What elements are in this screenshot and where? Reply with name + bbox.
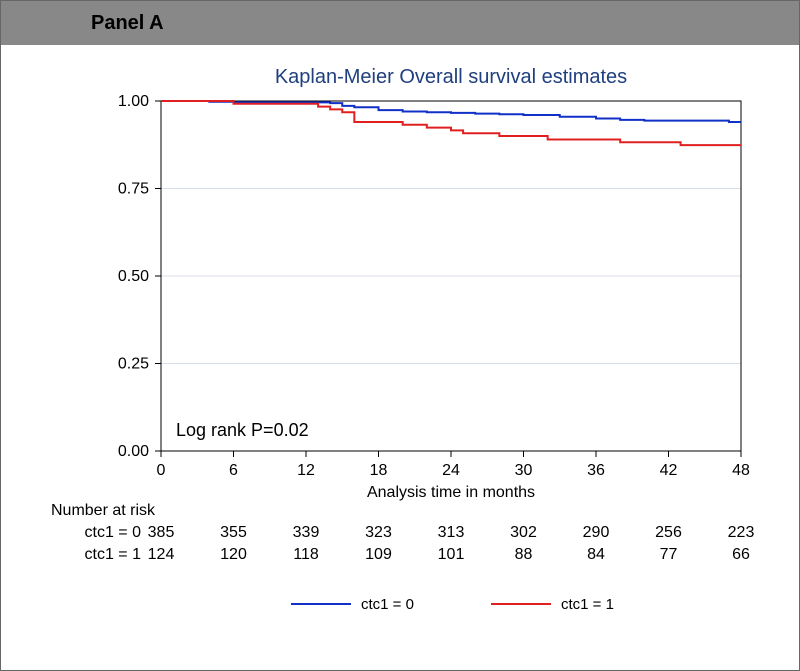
x-tick-label: 0 [157,462,166,479]
risk-row-label: ctc1 = 1 [85,546,142,563]
x-tick-label: 42 [660,462,678,479]
chart-area: 0.00 0.25 0.50 0.75 1.00 0 6 12 18 24 30 36 42 48 Anal… [41,51,761,661]
risk-value: 355 [220,524,247,541]
x-tick-label: 24 [442,462,460,479]
risk-value: 77 [660,546,678,563]
chart-title: Kaplan-Meier Overall survival estimates [275,66,627,88]
risk-value: 84 [587,546,605,563]
risk-value: 88 [515,546,533,563]
legend-label: ctc1 = 1 [561,596,614,613]
y-tick-label: 1.00 [118,93,149,110]
risk-value: 339 [293,524,320,541]
risk-value: 120 [220,546,247,563]
risk-value: 385 [148,524,175,541]
risk-value: 101 [438,546,465,563]
x-tick-label: 6 [229,462,238,479]
risk-row-label: ctc1 = 0 [85,524,142,541]
y-tick-label: 0.25 [118,356,149,373]
risk-value: 302 [510,524,537,541]
risk-value: 109 [365,546,392,563]
risk-value: 290 [583,524,610,541]
risk-value: 256 [655,524,682,541]
panel-header-bar: Panel A [1,1,799,45]
figure-frame: Panel A 0.00 0.25 0.50 0.75 1.00 0 6 12 18 24 30 36… [0,0,800,671]
y-tick-label: 0.50 [118,268,149,285]
legend-label: ctc1 = 0 [361,596,414,613]
x-axis-label: Analysis time in months [367,484,535,501]
risk-value: 124 [148,546,175,563]
x-tick-label: 18 [370,462,388,479]
x-tick-label: 30 [515,462,533,479]
risk-header: Number at risk [51,502,156,519]
risk-value: 66 [732,546,750,563]
panel-label: Panel A [91,12,164,35]
risk-value: 313 [438,524,465,541]
km-chart-svg: 0.00 0.25 0.50 0.75 1.00 0 6 12 18 24 30 36 42 48 Anal… [41,51,761,661]
risk-value: 323 [365,524,392,541]
y-tick-label: 0.75 [118,181,149,198]
x-tick-label: 12 [297,462,315,479]
y-tick-label: 0.00 [118,443,149,460]
risk-value: 223 [728,524,755,541]
x-tick-label: 36 [587,462,605,479]
risk-value: 118 [293,546,319,563]
x-tick-label: 48 [732,462,750,479]
logrank-note: Log rank P=0.02 [176,420,309,440]
